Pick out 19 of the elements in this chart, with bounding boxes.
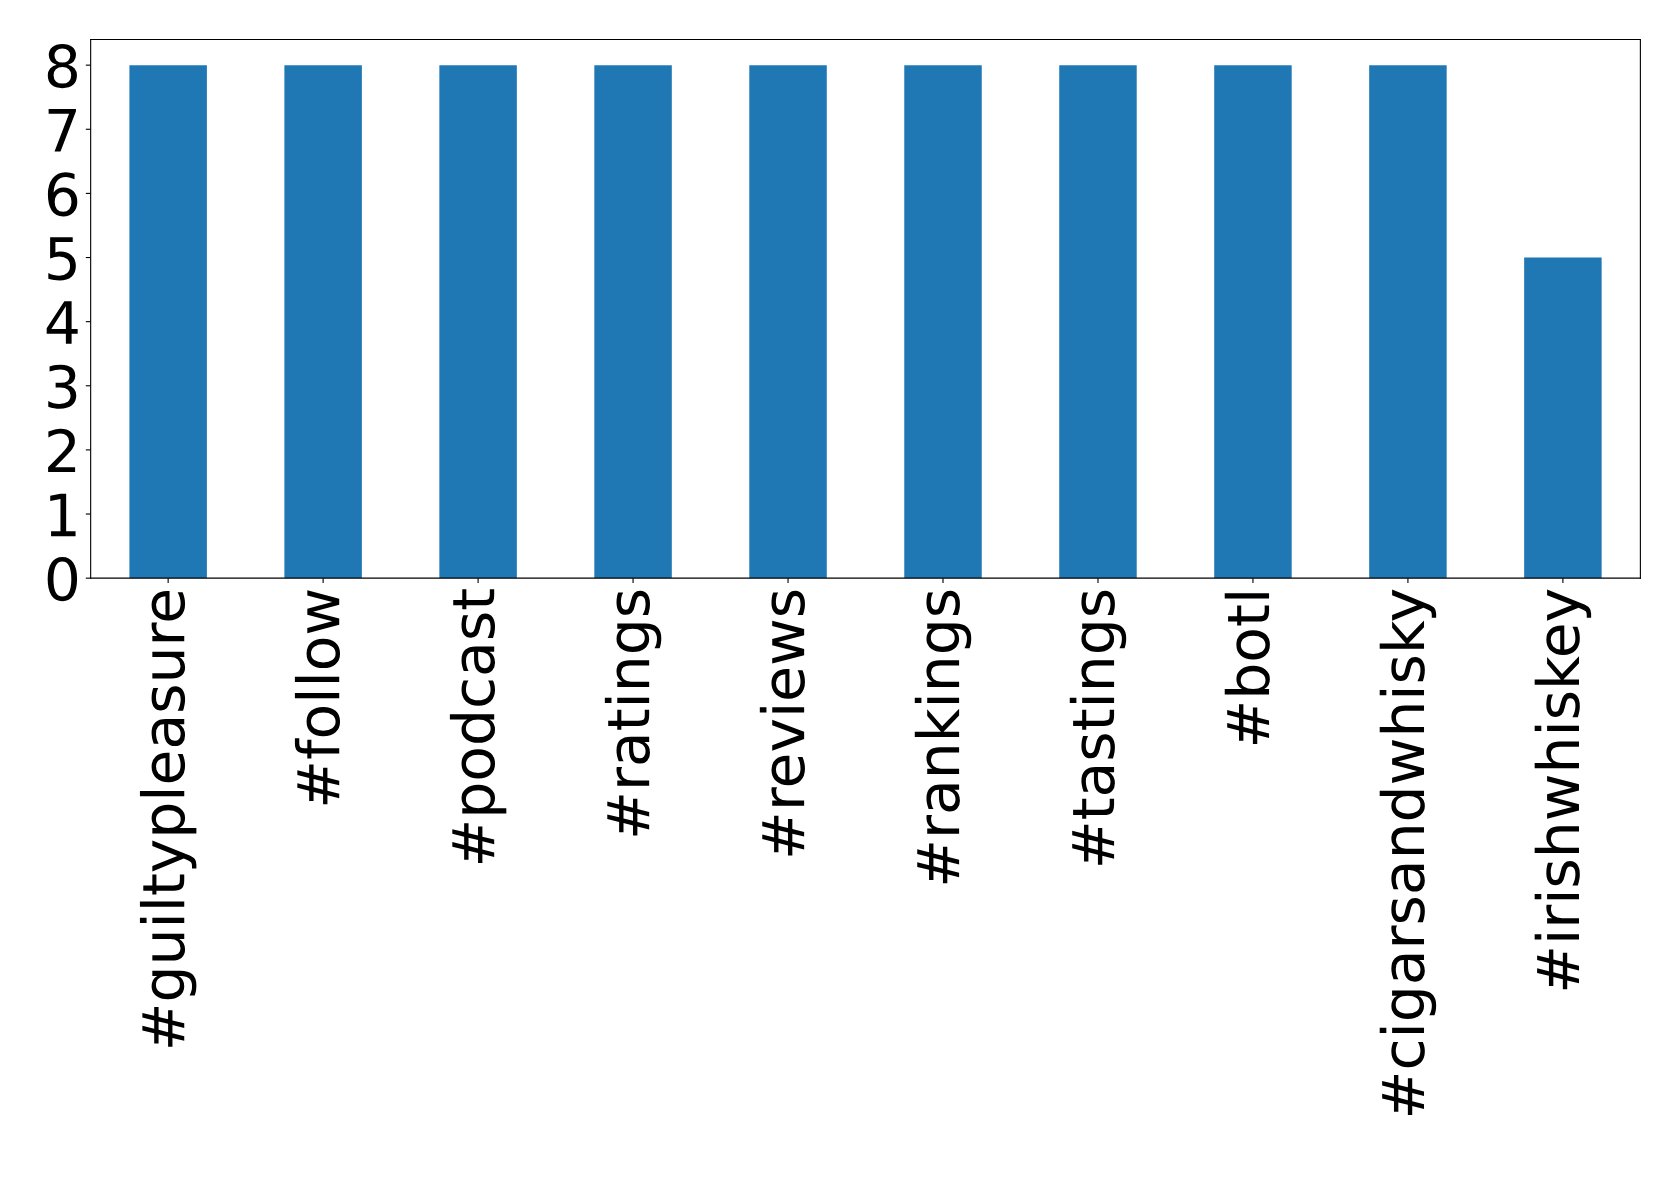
- y-tick-label: 2: [48, 428, 76, 473]
- y-tick-label: 4: [46, 301, 78, 344]
- x-tick-label: #follow: [294, 590, 341, 805]
- y-tick-label: 3: [48, 364, 77, 409]
- x-tick-label: #reviews: [759, 590, 805, 856]
- x-tick-label: #irishwhiskey: [1534, 589, 1592, 990]
- x-tick-label: #botl: [1224, 593, 1270, 745]
- y-tick-label: 6: [47, 172, 78, 217]
- x-tick-label: #tastings: [1069, 590, 1127, 865]
- y-tick-label: 0: [47, 557, 78, 602]
- y-tick-label: 1: [50, 493, 76, 537]
- y-tick-label: 7: [48, 108, 76, 152]
- x-tick-label: #ratings: [604, 590, 662, 836]
- y-tick-label: 8: [47, 44, 77, 89]
- x-tick-label: #guiltypleasure: [139, 590, 197, 1047]
- x-tick-label: #podcast: [449, 589, 507, 864]
- x-tick-label: #cigarsandwhisky: [1379, 589, 1437, 1115]
- y-tick-label: 5: [48, 237, 76, 281]
- x-tick-label: #rankings: [914, 590, 972, 884]
